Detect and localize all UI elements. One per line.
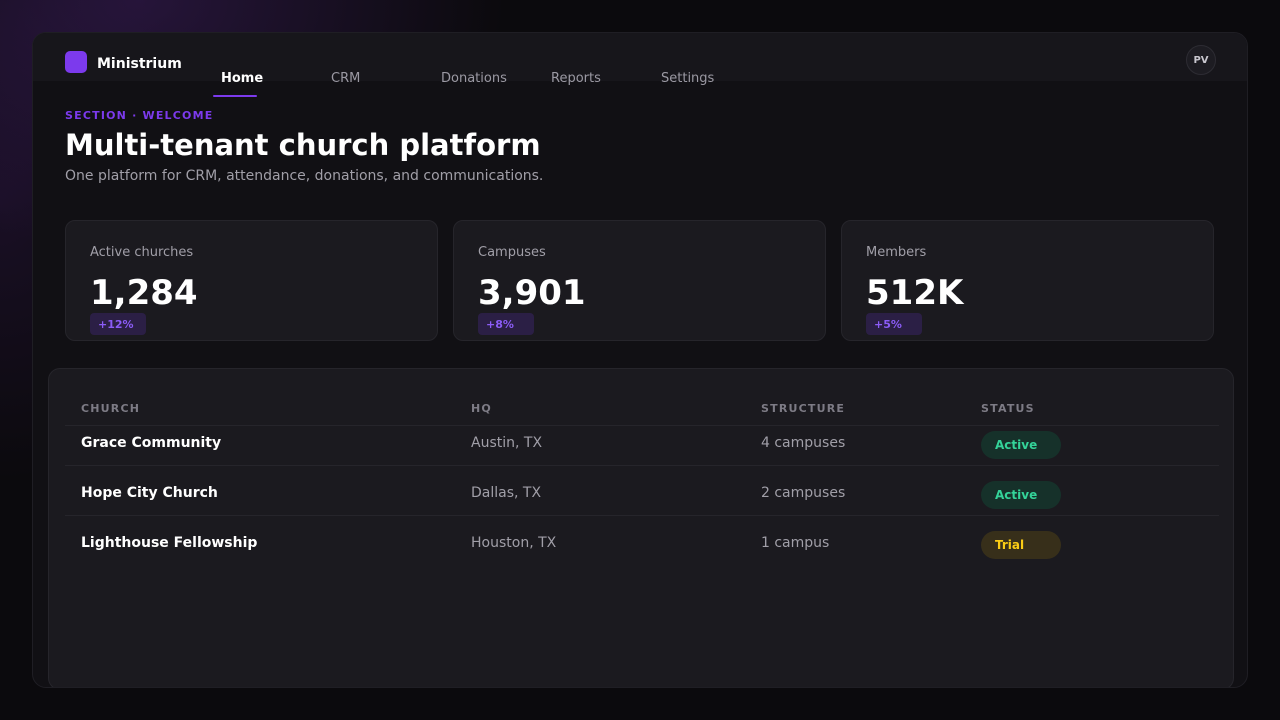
nav-item-home[interactable]: Home	[221, 71, 264, 86]
column-header-status[interactable]: STATUS	[981, 402, 1035, 415]
app-window: Ministrium Home CRM Donations Reports Se…	[32, 32, 1248, 688]
stat-value: 3,901	[478, 273, 586, 313]
churches-table: CHURCH HQ STRUCTURE STATUS Grace Communi…	[48, 368, 1234, 687]
stat-value: 512K	[866, 273, 964, 313]
active-tab-indicator	[213, 95, 257, 97]
user-avatar[interactable]: PV	[1186, 45, 1216, 75]
stat-delta-badge: +12%	[90, 313, 146, 335]
column-header-structure[interactable]: STRUCTURE	[761, 402, 846, 415]
church-hq: Houston, TX	[471, 535, 557, 551]
church-structure: 4 campuses	[761, 435, 846, 451]
column-header-hq[interactable]: HQ	[471, 402, 492, 415]
column-header-church[interactable]: CHURCH	[81, 402, 141, 415]
stat-delta-badge: +5%	[866, 313, 922, 335]
nav-item-crm[interactable]: CRM	[331, 71, 361, 86]
stat-card-campuses: Campuses 3,901 +8%	[453, 220, 826, 341]
page-title: Multi-tenant church platform	[65, 128, 541, 162]
church-structure: 1 campus	[761, 535, 830, 551]
row-divider	[65, 465, 1219, 466]
stat-value: 1,284	[90, 273, 198, 313]
app-logo-icon[interactable]	[65, 51, 87, 73]
nav-item-donations[interactable]: Donations	[441, 71, 507, 86]
row-divider	[65, 425, 1219, 426]
stat-delta-badge: +8%	[478, 313, 534, 335]
church-hq: Dallas, TX	[471, 485, 542, 501]
page-subtitle: One platform for CRM, attendance, donati…	[65, 168, 544, 184]
church-name[interactable]: Grace Community	[81, 435, 222, 451]
church-name[interactable]: Hope City Church	[81, 485, 218, 501]
status-badge: Trial	[981, 531, 1061, 559]
church-structure: 2 campuses	[761, 485, 846, 501]
section-eyebrow: SECTION · WELCOME	[65, 109, 214, 122]
nav-item-reports[interactable]: Reports	[551, 71, 601, 86]
status-badge: Active	[981, 481, 1061, 509]
stat-card-members: Members 512K +5%	[841, 220, 1214, 341]
status-badge: Active	[981, 431, 1061, 459]
church-name[interactable]: Lighthouse Fellowship	[81, 535, 258, 551]
church-hq: Austin, TX	[471, 435, 543, 451]
nav-item-settings[interactable]: Settings	[661, 71, 715, 86]
brand-name[interactable]: Ministrium	[97, 56, 182, 72]
top-bar	[33, 33, 1247, 81]
stat-label: Members	[866, 245, 927, 260]
row-divider	[65, 515, 1219, 516]
stat-label: Active churches	[90, 245, 194, 260]
stat-label: Campuses	[478, 245, 546, 260]
stat-card-active-churches: Active churches 1,284 +12%	[65, 220, 438, 341]
